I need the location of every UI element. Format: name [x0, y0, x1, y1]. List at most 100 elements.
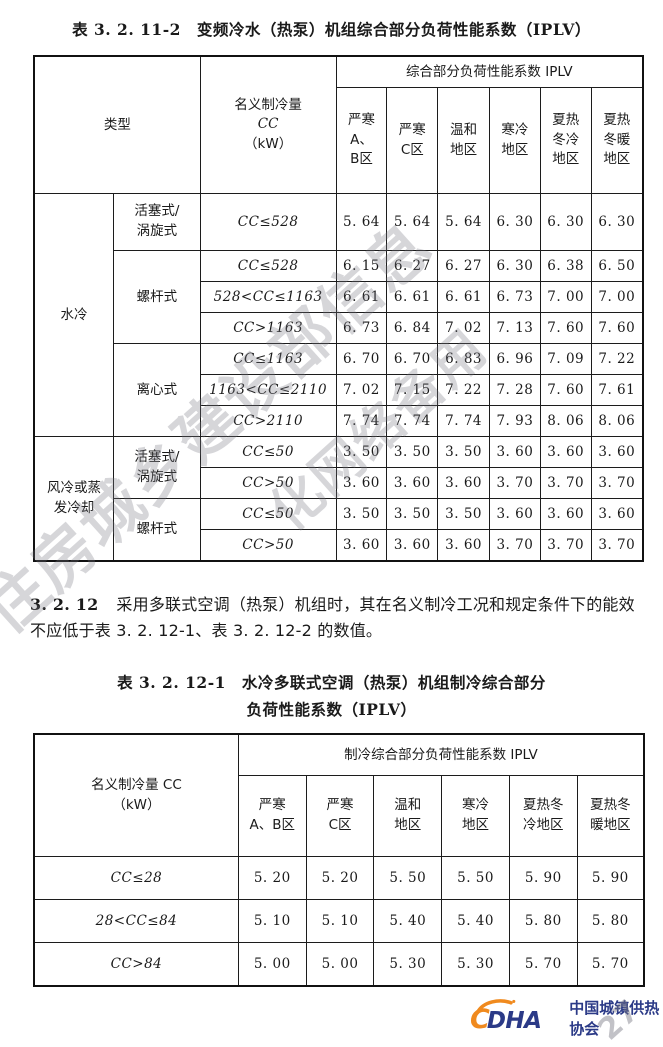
cell-value: 6. 73: [335, 312, 388, 344]
cell-value: 3. 70: [489, 467, 541, 499]
header-zone-severe-cold-ab: 严寒 A、 B区: [335, 87, 388, 194]
swoosh-icon: [476, 999, 516, 1015]
cell-capacity-range: CC>50: [199, 529, 337, 562]
subgroup-label-screw: 螺杆式: [113, 250, 201, 344]
cell-value: 3. 70: [539, 529, 592, 562]
cell-capacity-range: 1163<CC≤2110: [199, 374, 337, 406]
header-nominal-capacity: 名义制冷量 CC （kW）: [199, 55, 337, 194]
cell-value: 5. 64: [335, 193, 388, 251]
table-row: 螺杆式 CC≤528 6. 15 6. 27 6. 27 6. 30 6. 38…: [34, 250, 644, 344]
cell-value: 5. 20: [305, 856, 375, 900]
cell-capacity-range: CC>2110: [199, 405, 337, 437]
cell-value: 7. 22: [590, 343, 644, 375]
cell-value: 7. 22: [437, 374, 490, 406]
table1-header-row-zones: 严寒 A、 B区 严寒 C区 温和 地区 寒冷 地区 夏热: [34, 87, 644, 194]
cell-value: 3. 60: [386, 467, 439, 499]
cell-value: 5. 00: [305, 942, 375, 987]
cell-value: 6. 50: [590, 250, 644, 282]
cell-value: 3. 50: [437, 436, 490, 468]
cell-value: 6. 27: [386, 250, 439, 282]
cell-value: 7. 74: [386, 405, 439, 437]
table1-title: 表 3. 2. 11-2 变频冷水（热泵）机组综合部分负荷性能系数（IPLV）: [72, 20, 591, 39]
cell-value: 3. 50: [386, 436, 439, 468]
cell-value: 6. 83: [437, 343, 490, 375]
cell-value: 3. 60: [437, 467, 490, 499]
cell-value: 5. 90: [508, 856, 578, 900]
table-row: 1163<CC≤2110 7. 02 7. 15 7. 22 7. 28 7. …: [34, 374, 644, 406]
cell-value: 3. 60: [335, 467, 388, 499]
cell-value: 3. 60: [539, 436, 592, 468]
cell-value: 6. 27: [437, 250, 490, 282]
cell-value: 7. 60: [539, 312, 592, 344]
cell-value: 5. 50: [441, 856, 510, 900]
cell-value: 5. 40: [441, 899, 510, 943]
cell-value: 5. 10: [237, 899, 307, 943]
cell-value: 3. 60: [489, 498, 541, 530]
cell-value: 6. 61: [386, 281, 439, 313]
subgroup-label-piston-scroll: 活塞式/ 涡旋式: [113, 193, 201, 251]
group-label-air-cooled-or-evaporative: 风冷或蒸 发冷却: [33, 436, 115, 562]
cell-value: 5. 90: [576, 856, 645, 900]
cell-value: 7. 02: [335, 374, 388, 406]
cell-value: 3. 60: [590, 498, 644, 530]
cell-value: 5. 40: [373, 899, 443, 943]
table-row: 风冷或蒸 发冷却 活塞式/ 涡旋式 CC≤50 3. 50 3. 50 3. 5…: [33, 436, 644, 562]
header-zone-hot-summer-cold-winter: 夏热 冬冷 地区: [539, 87, 592, 194]
cell-value: 3. 70: [489, 529, 541, 562]
header-iplv-group: 综合部分负荷性能系数 IPLV: [335, 55, 644, 88]
cell-value: 5. 00: [237, 942, 307, 987]
subgroup-label-centrifugal: 离心式: [113, 343, 201, 437]
header-zone-severe-cold-ab: 严寒 A、B区: [237, 775, 307, 857]
cell-value: 5. 50: [373, 856, 443, 900]
cell-value: 5. 80: [508, 899, 578, 943]
cell-value: 6. 70: [386, 343, 439, 375]
cell-value: 3. 60: [335, 529, 388, 562]
cell-capacity-range: CC>1163: [199, 312, 337, 344]
cell-value: 7. 15: [386, 374, 439, 406]
subgroup-label-screw: 螺杆式: [113, 498, 201, 562]
table-row: CC>50 3. 60 3. 60 3. 60 3. 70 3. 70 3. 7…: [34, 529, 644, 562]
cell-value: 7. 74: [335, 405, 388, 437]
header-type: 类型: [33, 55, 201, 194]
cell-value: 7. 61: [590, 374, 644, 406]
header-zone-hot-summer-warm-winter: 夏热 冬暖 地区: [590, 87, 644, 194]
cell-value: 6. 15: [335, 250, 388, 282]
cell-value: 7. 09: [539, 343, 592, 375]
cell-capacity-range: CC≤528: [199, 193, 337, 251]
cdha-logo-mark: C DHA: [470, 999, 562, 1034]
cell-value: 7. 93: [489, 405, 541, 437]
header-zone-temperate: 温和 地区: [437, 87, 490, 194]
cell-value: 7. 02: [437, 312, 490, 344]
cell-value: 5. 64: [437, 193, 490, 251]
cell-value: 3. 50: [335, 436, 388, 468]
table-row: 528<CC≤1163 6. 61 6. 61 6. 61 6. 73 7. 0…: [34, 281, 644, 313]
logo-letters-dha: DHA: [486, 1008, 542, 1034]
cell-value: 8. 06: [539, 405, 592, 437]
cell-value: 3. 50: [386, 498, 439, 530]
cell-capacity-range: 28<CC≤84: [33, 899, 239, 943]
cell-capacity-range: CC≤50: [199, 498, 337, 530]
header-zone-hot-summer-cold-winter: 夏热冬 冷地区: [508, 775, 578, 857]
cell-value: 3. 70: [590, 467, 644, 499]
cell-value: 6. 96: [489, 343, 541, 375]
cell-value: 5. 20: [237, 856, 307, 900]
cell-capacity-range: CC>84: [33, 942, 239, 987]
header-zone-hot-summer-warm-winter: 夏热冬 暖地区: [576, 775, 645, 857]
subgroup-label-piston-scroll: 活塞式/ 涡旋式: [113, 436, 201, 499]
cell-value: 6. 30: [590, 193, 644, 251]
cell-value: 3. 70: [539, 467, 592, 499]
cell-value: 5. 70: [508, 942, 578, 987]
table-row: CC≤28 5. 20 5. 20 5. 50 5. 50 5. 90 5. 9…: [33, 856, 645, 900]
table1-header-row-top: 类型 名义制冷量 CC （kW） 综合部分负荷性能系数 IPLV: [33, 55, 644, 194]
table-row: 离心式 CC≤1163 6. 70 6. 70 6. 83 6. 96 7. 0…: [34, 343, 644, 437]
table-row: 水冷 活塞式/ 涡旋式 CC≤528 5. 64 5. 64 5. 64 6. …: [33, 193, 644, 437]
table-row: CC>84 5. 00 5. 00 5. 30 5. 30 5. 70 5. 7…: [33, 942, 645, 987]
table-iplv-water-cooled-vrf: 名义制冷量 CC （kW） 制冷综合部分负荷性能系数 IPLV 严寒 A、B区 …: [33, 733, 645, 987]
cell-value: 6. 30: [489, 193, 541, 251]
logo-chinese-name: 中国城镇供热协会: [569, 999, 660, 1038]
header-cooling-iplv-group: 制冷综合部分负荷性能系数 IPLV: [237, 733, 645, 776]
cell-capacity-range: 528<CC≤1163: [199, 281, 337, 313]
cell-value: 6. 70: [335, 343, 388, 375]
table-iplv-variable-frequency-chillers: 类型 名义制冷量 CC （kW） 综合部分负荷性能系数 IPLV 严寒 A、 B…: [33, 55, 644, 562]
cell-value: 7. 28: [489, 374, 541, 406]
